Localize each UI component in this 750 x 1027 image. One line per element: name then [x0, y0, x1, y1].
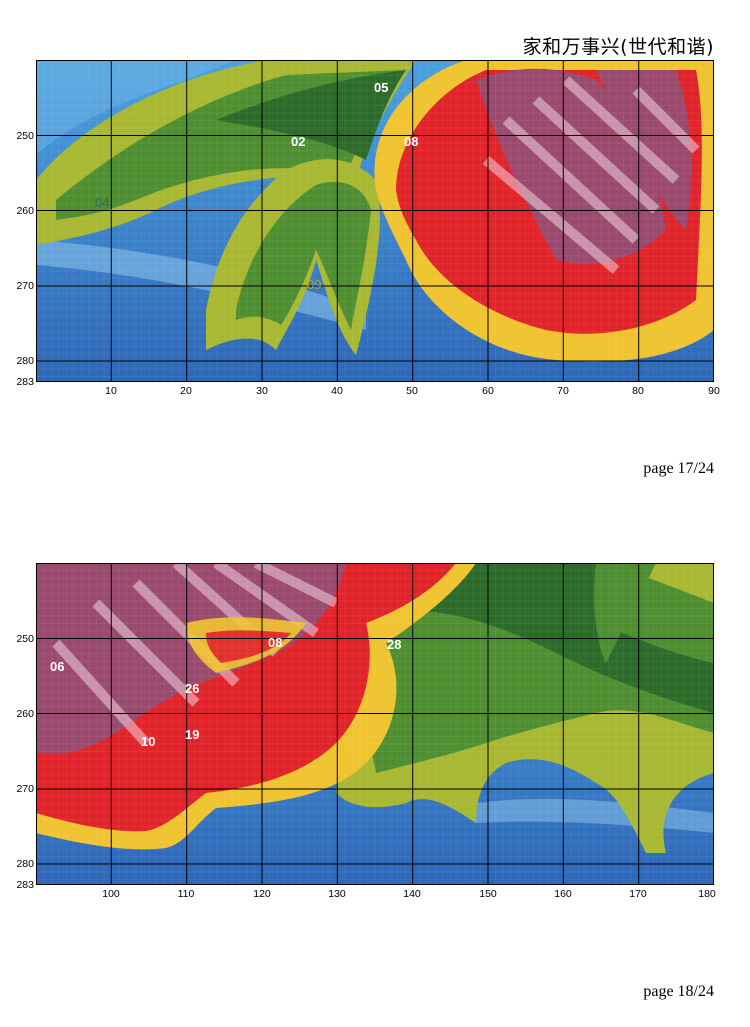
col-label: 130: [328, 888, 346, 900]
col-label: 180: [698, 888, 716, 900]
col-label: 150: [479, 888, 497, 900]
col-label: 40: [331, 385, 343, 397]
row-label-250: 250: [16, 633, 34, 645]
color-code-06: 06: [50, 659, 64, 674]
col-label: 90: [708, 385, 720, 397]
color-code-08: 08: [404, 134, 418, 149]
col-label: 110: [177, 888, 195, 900]
stitch-chart-page-17: 05 02 08 04 09: [36, 60, 714, 382]
document-title: 家和万事兴(世代和谐): [522, 36, 714, 58]
col-label: 120: [253, 888, 271, 900]
color-code-02: 02: [291, 134, 305, 149]
stitch-chart-page-18: 08 28 06 26 10 19: [36, 563, 714, 885]
color-code-10: 10: [141, 734, 155, 749]
col-label: 140: [403, 888, 421, 900]
stitch-chart-image: 05 02 08 04 09: [36, 60, 714, 382]
page-number: page 18/24: [643, 983, 714, 1000]
row-label-260: 260: [16, 205, 34, 217]
page-number: page 17/24: [643, 460, 714, 477]
col-label: 60: [482, 385, 494, 397]
row-label-283: 283: [16, 879, 34, 891]
col-label: 30: [256, 385, 268, 397]
col-label: 70: [557, 385, 569, 397]
stitch-chart-image: 08 28 06 26 10 19: [36, 563, 714, 885]
col-label: 160: [554, 888, 572, 900]
row-label-260: 260: [16, 708, 34, 720]
row-label-283: 283: [16, 376, 34, 388]
col-label: 10: [105, 385, 117, 397]
color-code-28: 28: [387, 637, 401, 652]
color-code-19: 19: [185, 727, 199, 742]
row-label-280: 280: [16, 355, 34, 367]
col-label: 80: [632, 385, 644, 397]
col-label: 20: [180, 385, 192, 397]
color-code-05: 05: [374, 80, 388, 95]
row-label-250: 250: [16, 130, 34, 142]
col-label: 100: [102, 888, 120, 900]
color-code-08: 08: [268, 635, 282, 650]
row-label-270: 270: [16, 783, 34, 795]
row-label-270: 270: [16, 280, 34, 292]
color-code-09: 09: [307, 277, 321, 292]
row-label-280: 280: [16, 858, 34, 870]
color-code-26: 26: [185, 681, 199, 696]
col-label: 170: [629, 888, 647, 900]
col-label: 50: [406, 385, 418, 397]
color-code-04: 04: [95, 195, 109, 210]
